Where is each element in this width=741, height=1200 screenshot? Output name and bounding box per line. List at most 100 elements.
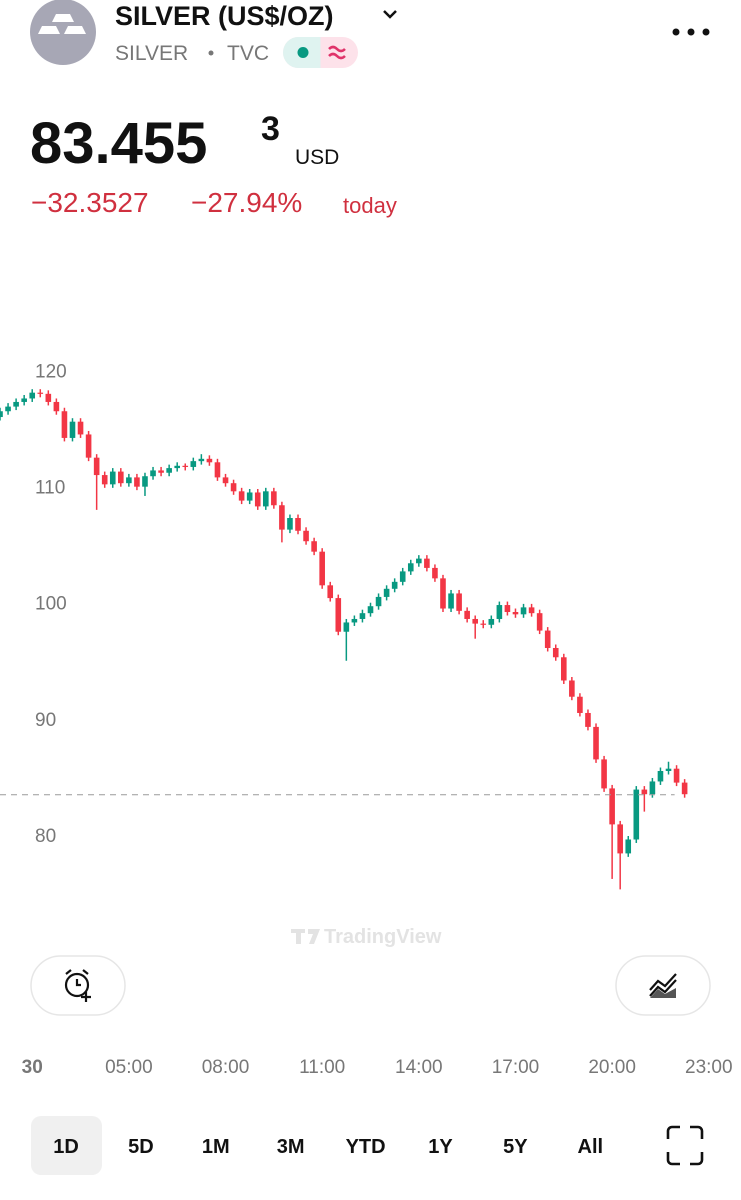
candle-body (142, 476, 148, 487)
candle-body (319, 551, 325, 586)
indicators-button[interactable] (615, 955, 711, 1016)
bars-icon (38, 14, 86, 34)
percent-change: −27.94% (191, 187, 302, 218)
candle-body (665, 768, 672, 772)
candle-body (206, 458, 213, 463)
candle-body (61, 411, 68, 438)
candle-body (254, 492, 261, 507)
candle-body (311, 541, 317, 552)
candle-body (198, 458, 205, 462)
candle-body (448, 593, 454, 609)
x-tick-label: 05:00 (105, 1057, 153, 1078)
more-menu[interactable] (672, 28, 710, 36)
candle-body (625, 839, 632, 854)
range-option[interactable]: YTD (346, 1136, 386, 1158)
chevron[interactable] (383, 10, 397, 19)
symbol-title[interactable]: SILVER (US$/OZ) (115, 1, 334, 31)
change-period: today (343, 193, 397, 218)
candle-body (85, 434, 92, 458)
currency: USD (295, 146, 339, 169)
candle-body (69, 421, 76, 438)
candle-body (416, 558, 422, 564)
candle-body (351, 618, 358, 623)
fullscreen-button[interactable] (666, 1125, 704, 1166)
candle-body (375, 596, 382, 607)
candle-body (424, 558, 430, 568)
exchange: TVC (227, 42, 269, 65)
y-tick-label: 90 (35, 710, 56, 731)
candle-body (37, 392, 44, 394)
alarm-button[interactable] (30, 955, 126, 1016)
candle-body (271, 491, 277, 506)
candle-body (488, 618, 495, 625)
candle-body (496, 605, 503, 619)
candle-body (367, 606, 374, 614)
candle-body (126, 477, 132, 484)
candle-body (174, 465, 180, 469)
candle-body (279, 505, 285, 530)
candle-body (577, 696, 583, 713)
candle-body (109, 471, 116, 485)
y-tick-label: 100 (35, 594, 67, 615)
candle-body (681, 782, 688, 795)
price: 83.455 (30, 111, 207, 176)
candle-body (5, 406, 11, 412)
delayed-icon (328, 45, 346, 60)
candle-body (673, 768, 680, 783)
candle-body (93, 457, 100, 476)
candle-body (480, 623, 487, 625)
range-option[interactable]: 1Y (428, 1136, 453, 1158)
candle-body (657, 771, 664, 782)
watermark: TradingView (291, 926, 442, 948)
candle-body (609, 788, 615, 825)
range-selected (31, 1116, 102, 1175)
price-superscript: 3 (261, 110, 280, 148)
candle-body (295, 518, 301, 531)
candle-body (432, 567, 438, 579)
x-tick-label: 20:00 (588, 1057, 636, 1078)
x-tick-label: 23:00 (685, 1057, 733, 1078)
candles (0, 389, 688, 890)
candle-body (399, 571, 406, 582)
candle-body (262, 491, 269, 507)
candle-body (593, 726, 599, 760)
candle-body (21, 398, 27, 402)
symbol-name: SILVER (115, 42, 188, 65)
range-option[interactable]: 3M (277, 1136, 305, 1158)
range-option[interactable]: All (578, 1136, 604, 1158)
candle-body (327, 585, 334, 599)
candle-body (101, 475, 108, 485)
candle-body (528, 607, 535, 614)
candle-body (407, 563, 414, 572)
candle-body (190, 461, 197, 467)
candle-body (641, 789, 648, 795)
candle-body (520, 607, 527, 615)
header: SILVER (US$/OZ) SILVER TVC 83.455 3 USD … (30, 0, 710, 218)
range-option[interactable]: 1D (53, 1136, 79, 1158)
symbol-icon[interactable] (30, 0, 96, 65)
candle-body (472, 618, 479, 624)
range-bar (31, 1116, 704, 1175)
candle-body (150, 470, 156, 477)
candle-body (585, 712, 591, 727)
candle-body (633, 789, 640, 840)
range-option[interactable]: 5D (128, 1136, 154, 1158)
x-tick-label: 08:00 (202, 1057, 250, 1078)
x-tick-label: 30 (22, 1057, 43, 1078)
candle-body (45, 393, 52, 402)
range-option[interactable]: 1M (202, 1136, 230, 1158)
x-tick-label: 14:00 (395, 1057, 443, 1078)
x-tick-label: 11:00 (299, 1057, 345, 1078)
candle-body (166, 468, 172, 473)
candle-body (464, 610, 470, 619)
candle-body (601, 759, 607, 789)
range-option[interactable]: 5Y (503, 1136, 528, 1158)
price-change: −32.3527 (31, 187, 149, 218)
candle-body (230, 483, 237, 492)
candle-body (391, 581, 398, 589)
candle-body (118, 471, 124, 484)
candle-body (77, 421, 84, 435)
candle-body (214, 462, 221, 478)
candle-body (134, 477, 140, 487)
